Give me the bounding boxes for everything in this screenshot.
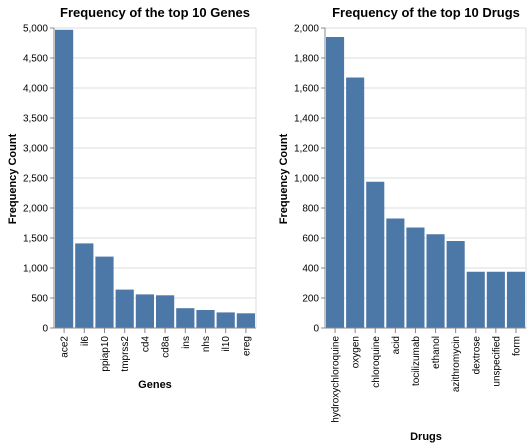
genes-x-tick-label: ppiap10 [100, 336, 111, 372]
genes-bar-il6 [75, 243, 94, 328]
drugs-y-tick-label: 600 [302, 234, 319, 245]
drugs-y-tick-label: 1,000 [294, 174, 319, 185]
drugs-x-tick-label: form [511, 336, 522, 356]
drugs-bar-ethanol [426, 234, 445, 328]
drugs-y-tick-label: 0 [313, 324, 319, 335]
genes-chart-title: Frequency of the top 10 Genes [60, 5, 250, 20]
drugs-bar-oxygen [346, 77, 365, 328]
drugs-bar-dextrose [466, 271, 485, 328]
drugs-x-tick-label: ethanol [431, 336, 442, 369]
drugs-x-tick-label: dextrose [471, 336, 482, 375]
genes-x-tick-label: il6 [80, 336, 91, 346]
genes-x-tick-label: ereg [241, 336, 252, 356]
genes-x-tick-label: nhs [201, 336, 212, 352]
genes-bar-tmprss2 [115, 289, 134, 328]
genes-y-tick-label: 5,000 [23, 24, 48, 35]
genes-y-tick-label: 4,500 [23, 54, 48, 65]
genes-bar-nhs [196, 310, 215, 328]
drugs-x-tick-label: azithromycin [451, 336, 462, 392]
drugs-y-tick-label: 200 [302, 294, 319, 305]
genes-y-tick-label: 4,000 [23, 84, 48, 95]
genes-x-tick-label: ace2 [60, 336, 71, 358]
drugs-bar-hydroxychloroquine [326, 37, 345, 328]
genes-bar-ppiap10 [95, 256, 114, 328]
drugs-bar-unspecified [486, 271, 505, 328]
genes-y-tick-label: 2,500 [23, 174, 48, 185]
genes-y-tick-label: 1,000 [23, 264, 48, 275]
drugs-bar-form [506, 271, 525, 328]
drugs-chart-title: Frequency of the top 10 Drugs [332, 5, 520, 20]
genes-x-tick-label: il10 [221, 336, 232, 352]
genes-bar-ereg [236, 313, 255, 328]
drugs-x-tick-label: acid [391, 336, 402, 354]
genes-bar-ins [176, 308, 195, 328]
genes-x-tick-label: cd8a [161, 336, 172, 358]
genes-bar-cd4 [135, 294, 154, 328]
genes-y-tick-label: 1,500 [23, 234, 48, 245]
genes-bar-ace2 [55, 29, 74, 329]
genes-y-tick-label: 3,500 [23, 114, 48, 125]
drugs-y-axis-title: Frequency Count [278, 133, 290, 224]
genes-y-tick-label: 3,000 [23, 144, 48, 155]
drugs-chart: Frequency of the top 10 Drugs Frequency … [278, 5, 527, 443]
drugs-bar-chloroquine [366, 181, 385, 328]
genes-x-tick-label: cd4 [140, 336, 151, 353]
drugs-x-tick-label: chloroquine [371, 336, 382, 388]
drugs-bar-azithromycin [446, 241, 465, 328]
genes-x-tick-label: ins [181, 336, 192, 349]
genes-y-tick-label: 2,000 [23, 204, 48, 215]
drugs-x-tick-label: hydroxychloroquine [331, 336, 342, 423]
drugs-y-tick-label: 400 [302, 264, 319, 275]
genes-bar-cd8a [156, 295, 175, 328]
drugs-y-tick-label: 2,000 [294, 24, 319, 35]
drugs-x-tick-label: oxygen [351, 336, 362, 368]
drugs-y-tick-label: 1,800 [294, 54, 319, 65]
drugs-y-tick-label: 1,200 [294, 144, 319, 155]
drugs-y-tick-label: 1,600 [294, 84, 319, 95]
genes-bar-il10 [216, 312, 235, 328]
genes-y-tick-label: 500 [31, 294, 48, 305]
drugs-x-tick-label: tocilizumab [411, 336, 422, 386]
genes-y-tick-label: 0 [42, 324, 48, 335]
drugs-bar-tocilizumab [406, 227, 425, 328]
genes-x-tick-label: tmprss2 [120, 336, 131, 372]
drugs-bar-acid [386, 218, 405, 328]
drugs-x-tick-label: unspecified [491, 336, 502, 387]
drugs-x-axis-title: Drugs [410, 431, 442, 443]
genes-y-axis-title: Frequency Count [7, 133, 19, 224]
drugs-y-tick-label: 1,400 [294, 114, 319, 125]
drugs-y-tick-label: 800 [302, 204, 319, 215]
genes-chart: Frequency of the top 10 Genes Frequency … [7, 5, 257, 391]
genes-x-axis-title: Genes [138, 379, 172, 391]
